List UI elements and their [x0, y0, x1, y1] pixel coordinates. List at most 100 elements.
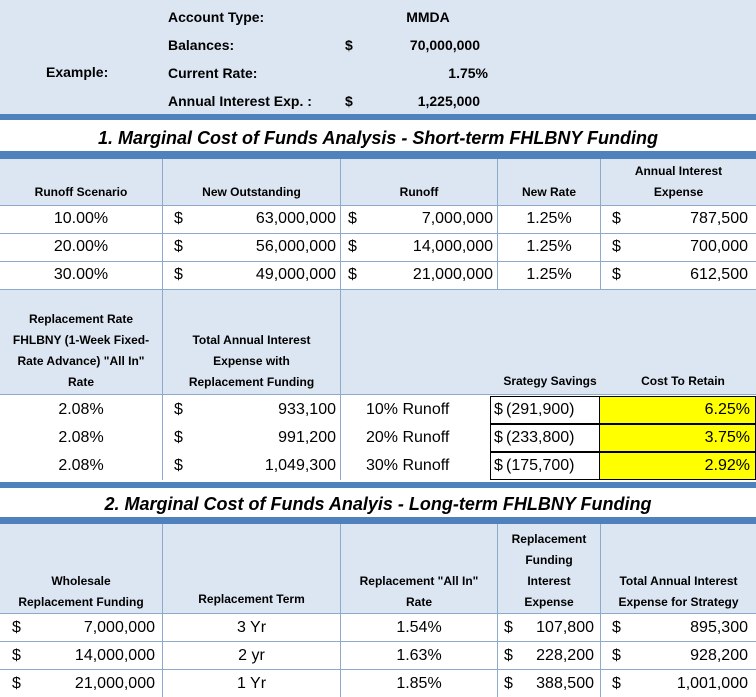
- currency-symbol: $: [174, 210, 183, 227]
- col-header-line: Replacement Rate: [28, 312, 134, 326]
- annual-interest-currency: $: [345, 93, 353, 109]
- new-outstanding-cell: 56,000,000: [255, 238, 336, 255]
- divider: [162, 289, 163, 394]
- divider: [340, 159, 341, 205]
- runoff-label-cell: 30% Runoff: [366, 457, 450, 474]
- divider: [0, 205, 756, 206]
- account-type-label: Account Type:: [168, 9, 265, 25]
- current-rate-value: 1.75%: [448, 65, 488, 81]
- replacement-rate-cell: 2.08%: [58, 429, 104, 446]
- runoff-scenario-cell: 10.00%: [53, 210, 109, 227]
- current-rate-label: Current Rate:: [168, 65, 258, 81]
- col-header-annual-interest-line2: Expense: [653, 185, 704, 199]
- col-header-total-annual-interest: Total Annual Interest Expense with Repla…: [163, 330, 340, 393]
- total-annual-cell: 933,100: [278, 401, 336, 418]
- divider: [0, 261, 756, 262]
- strategy-savings-cell: (233,800): [506, 429, 575, 446]
- currency-symbol: $: [174, 457, 183, 474]
- currency-symbol: $: [12, 647, 21, 664]
- col-header-line: Replacement: [511, 532, 587, 546]
- funding-interest-cell: 228,200: [536, 647, 594, 664]
- divider: [600, 524, 601, 613]
- annual-expense-cell: 787,500: [690, 210, 748, 227]
- replacement-term-cell: 3 Yr: [236, 619, 267, 636]
- col-header-line: Expense with: [213, 354, 290, 368]
- runoff-scenario-cell: 20.00%: [53, 238, 109, 255]
- col-header-line: Wholesale: [51, 574, 111, 588]
- annual-interest-value: 1,225,000: [417, 93, 480, 109]
- currency-symbol: $: [612, 210, 621, 227]
- section2-header-band: [0, 524, 756, 613]
- currency-symbol: $: [612, 619, 621, 636]
- balances-label: Balances:: [168, 37, 235, 53]
- new-outstanding-cell: 63,000,000: [255, 210, 336, 227]
- currency-symbol: $: [348, 210, 357, 227]
- annual-interest-label: Annual Interest Exp. :: [168, 93, 312, 109]
- balances-currency: $: [345, 37, 353, 53]
- col-header-new-rate: New Rate: [521, 185, 577, 199]
- section1-header-band: [0, 159, 756, 205]
- divider: [0, 482, 756, 488]
- replacement-rate-cell: 2.08%: [58, 457, 104, 474]
- currency-symbol: $: [174, 238, 183, 255]
- example-block: [0, 0, 756, 114]
- col-header-total-strategy: Total Annual Interest Expense for Strate…: [601, 571, 756, 613]
- divider: [340, 205, 341, 289]
- col-header-line: Total Annual Interest: [619, 574, 738, 588]
- currency-symbol: $: [174, 266, 183, 283]
- divider: [497, 159, 498, 205]
- divider: [340, 394, 341, 480]
- divider: [0, 233, 756, 234]
- total-strategy-cell: 928,200: [690, 647, 748, 664]
- currency-symbol: $: [494, 401, 503, 418]
- col-header-line: Interest: [527, 574, 571, 588]
- replacement-rate-cell: 1.85%: [396, 675, 442, 692]
- account-type-value: MMDA: [406, 9, 450, 25]
- total-strategy-cell: 895,300: [690, 619, 748, 636]
- col-header-line: Rate: [67, 375, 94, 389]
- divider: [340, 524, 341, 613]
- col-header-strategy-savings: Srategy Savings: [503, 374, 597, 388]
- section1-title: 1. Marginal Cost of Funds Analysis - Sho…: [97, 128, 659, 148]
- replacement-term-cell: 2 yr: [238, 647, 265, 664]
- divider: [0, 289, 756, 290]
- currency-symbol: $: [504, 619, 513, 636]
- divider: [0, 394, 756, 395]
- col-header-annual-interest: Annual Interest: [634, 164, 723, 178]
- replacement-term-cell: 1 Yr: [236, 675, 267, 692]
- col-header-line: Expense: [524, 595, 574, 609]
- divider: [340, 613, 341, 697]
- col-header-funding-interest: Replacement Funding Interest Expense: [498, 529, 600, 613]
- currency-symbol: $: [174, 401, 183, 418]
- col-header-line: Rate Advance) "All In": [17, 354, 145, 368]
- divider: [162, 613, 163, 697]
- funding-interest-cell: 107,800: [536, 619, 594, 636]
- col-header-replacement-rate: Replacement "All In" Rate: [341, 571, 497, 613]
- divider: [0, 151, 756, 159]
- col-header-line: Funding: [525, 553, 573, 567]
- divider: [0, 641, 756, 642]
- runoff-scenario-cell: 30.00%: [53, 266, 109, 283]
- divider: [0, 669, 756, 670]
- col-header-replacement-term: Replacement Term: [198, 592, 305, 606]
- replacement-rate-cell: 1.63%: [396, 647, 442, 664]
- replacement-rate-cell: 1.54%: [396, 619, 442, 636]
- example-label: Example:: [46, 64, 109, 80]
- col-header-line: Replacement Funding: [18, 595, 144, 609]
- divider: [600, 613, 601, 697]
- divider: [0, 613, 756, 614]
- cost-to-retain-highlight: [600, 396, 756, 480]
- divider: [162, 524, 163, 613]
- runoff-cell: 21,000,000: [412, 266, 493, 283]
- total-annual-cell: 1,049,300: [264, 457, 336, 474]
- divider: [162, 205, 163, 289]
- funding-interest-cell: 388,500: [536, 675, 594, 692]
- total-strategy-cell: 1,001,000: [676, 675, 748, 692]
- wholesale-funding-cell: 14,000,000: [74, 647, 155, 664]
- col-header-runoff-scenario: Runoff Scenario: [34, 185, 128, 199]
- col-header-replacement-rate: Replacement Rate FHLBNY (1-Week Fixed- R…: [0, 309, 162, 393]
- col-header-cost-to-retain: Cost To Retain: [641, 374, 725, 388]
- cost-to-retain-cell: 2.92%: [704, 457, 750, 474]
- divider: [162, 394, 163, 480]
- strategy-savings-cell: (175,700): [506, 457, 575, 474]
